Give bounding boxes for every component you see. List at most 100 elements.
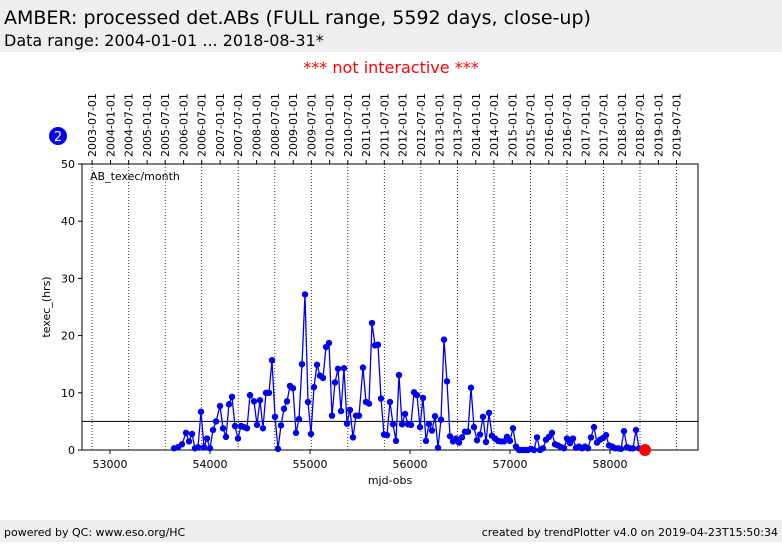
top-tick-label: 2011-01-01: [360, 93, 373, 157]
top-tick-label: 2015-01-01: [506, 93, 519, 157]
y-tick-label: 20: [61, 330, 75, 343]
data-point: [265, 389, 273, 396]
data-point: [206, 445, 214, 452]
data-point: [482, 438, 490, 446]
data-point: [422, 437, 430, 445]
data-point: [434, 444, 442, 451]
data-point: [271, 413, 279, 421]
data-point: [310, 383, 318, 391]
data-point: [346, 406, 354, 414]
data-point: [419, 394, 427, 402]
data-point: [304, 398, 312, 406]
data-point: [401, 410, 409, 418]
top-tick-label: 2013-01-01: [433, 93, 446, 157]
y-tick-label: 0: [68, 444, 75, 457]
top-tick-label: 2017-07-01: [598, 93, 611, 157]
data-point: [216, 402, 224, 410]
data-point: [464, 428, 472, 435]
data-point: [443, 378, 451, 385]
data-point: [295, 415, 303, 423]
data-point: [620, 427, 628, 435]
data-point: [509, 425, 517, 432]
data-point: [328, 412, 336, 419]
data-point: [259, 425, 267, 432]
data-point: [455, 439, 463, 446]
data-point: [377, 395, 385, 402]
top-tick-label: 2007-07-01: [232, 93, 245, 157]
data-point: [359, 364, 367, 371]
data-point: [231, 422, 239, 430]
data-point: [274, 445, 282, 453]
data-point: [368, 319, 376, 327]
y-axis-label: texec_(hrs): [40, 276, 53, 337]
data-point: [539, 445, 547, 452]
badge-circle: [49, 127, 67, 145]
top-tick-label: 2007-01-01: [214, 93, 227, 157]
top-tick-label: 2004-01-01: [105, 93, 118, 157]
data-point: [416, 423, 424, 431]
x-tick-label: 56000: [393, 458, 428, 471]
data-point: [243, 425, 251, 432]
top-tick-label: 2006-07-01: [196, 93, 209, 157]
data-point: [632, 426, 640, 434]
data-point: [340, 365, 348, 372]
top-tick-label: 2003-07-01: [86, 93, 99, 157]
data-point: [629, 445, 637, 452]
top-tick-label: 2019-07-01: [671, 93, 684, 157]
legend-label: AB_texec/month: [90, 170, 180, 183]
data-point: [200, 443, 208, 451]
data-point: [617, 445, 625, 453]
data-point: [392, 437, 400, 445]
data-point: [569, 435, 577, 442]
data-point: [283, 398, 291, 405]
data-point: [398, 421, 406, 428]
data-point: [301, 291, 309, 298]
data-point: [203, 435, 211, 442]
data-point: [319, 374, 327, 382]
plot: 2003-07-01 2004-01-01 2004-07-01 2005-01-01…: [40, 93, 699, 487]
footer-left: powered by QC: www.eso.org/HC: [4, 526, 186, 539]
top-tick-label: 2018-07-01: [634, 93, 647, 157]
data-point: [425, 421, 433, 428]
data-point: [250, 398, 258, 405]
top-tick-label: 2017-01-01: [579, 93, 592, 157]
last-point: [639, 444, 651, 456]
top-tick-label: 2015-07-01: [524, 93, 537, 157]
data-point: [428, 427, 436, 434]
top-tick-label: 2011-07-01: [378, 93, 391, 157]
top-tick-label: 2016-07-01: [561, 93, 574, 157]
data-point: [437, 416, 445, 423]
data-point: [431, 413, 439, 420]
data-point: [277, 422, 285, 429]
y-tick-label: 50: [61, 158, 75, 171]
data-point: [219, 425, 227, 432]
data-point: [476, 431, 484, 438]
x-tick-label: 58000: [593, 458, 628, 471]
data-point: [383, 431, 391, 439]
top-tick-label: 2008-01-01: [251, 93, 264, 157]
y-tick-label: 30: [61, 272, 75, 285]
top-tick-label: 2018-01-01: [616, 93, 629, 157]
data-point: [280, 405, 288, 413]
top-tick-label: 2009-01-01: [287, 93, 300, 157]
top-tick-label: 2019-01-01: [652, 93, 665, 157]
top-tick-label: 2008-07-01: [269, 93, 282, 157]
data-point: [479, 413, 487, 421]
data-point: [246, 391, 254, 399]
data-point: [337, 407, 345, 415]
data-point: [222, 433, 230, 441]
data-point: [467, 384, 475, 391]
data-point: [389, 421, 397, 428]
top-tick-label: 2004-07-01: [123, 93, 136, 157]
y-tick-label: 40: [61, 215, 75, 228]
data-point: [188, 430, 196, 438]
header-bg: [0, 0, 782, 52]
data-point: [374, 341, 382, 348]
top-tick-label: 2014-07-01: [488, 93, 501, 157]
data-point: [194, 443, 202, 451]
data-point: [446, 433, 454, 440]
top-tick-label: 2005-01-01: [141, 93, 154, 157]
title: AMBER: processed det.ABs (FULL range, 55…: [4, 7, 591, 29]
x-tick-label: 55000: [293, 458, 328, 471]
